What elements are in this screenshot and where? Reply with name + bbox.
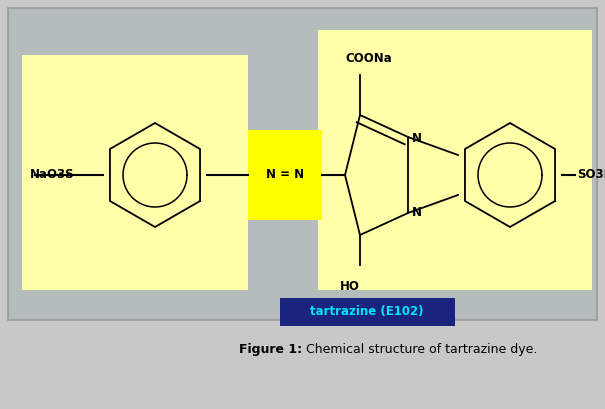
Text: N: N [412,207,422,220]
Text: SO3Na: SO3Na [577,169,605,182]
Text: HO: HO [340,280,360,293]
Text: N: N [412,132,422,144]
Text: N = N: N = N [266,169,304,182]
Bar [248,130,322,220]
Bar [8,8,597,320]
Text: NaO3S: NaO3S [30,169,74,182]
Bar [22,55,248,290]
Bar [280,298,455,326]
Text: Chemical structure of tartrazine dye.: Chemical structure of tartrazine dye. [302,344,537,357]
Text: COONa: COONa [345,52,392,65]
Text: Figure 1:: Figure 1: [239,344,302,357]
Bar [318,30,592,290]
Text: tartrazine (E102): tartrazine (E102) [310,306,424,319]
